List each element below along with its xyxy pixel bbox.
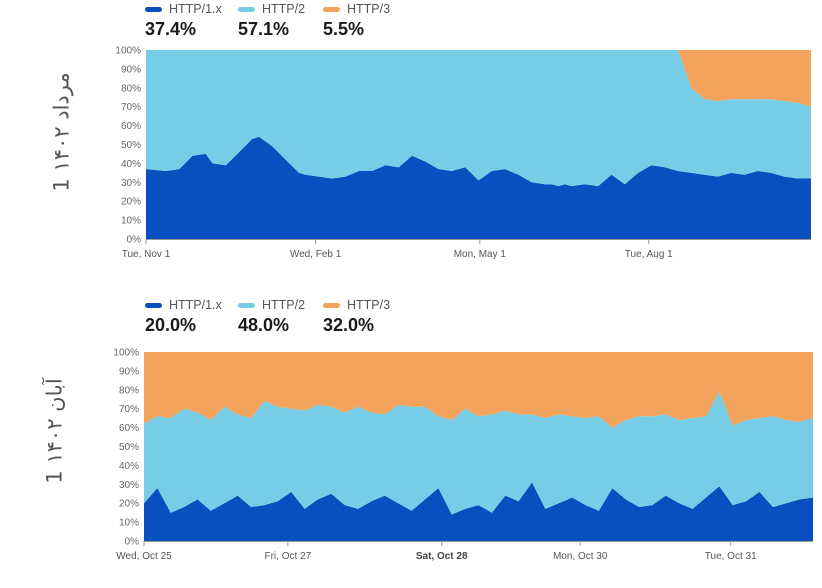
- x-tick-label: Tue, Nov 1: [122, 249, 171, 260]
- x-tick-label: Tue, Aug 1: [625, 249, 673, 260]
- y-tick-label: 80%: [121, 83, 141, 94]
- legend-name: HTTP/1.x: [169, 2, 222, 16]
- plot-area: 100% 90% 80% 70% 60% 50% 40% 30% 20% 10% 0% Wed, Oc…: [113, 348, 813, 562]
- area-http2: [144, 391, 813, 515]
- legend-item-http2[interactable]: HTTP/2 48.0%: [238, 296, 323, 336]
- legend-name: HTTP/2: [262, 298, 306, 312]
- chart-top: HTTP/1.x 37.4% HTTP/2 57.1% HTTP/3 5.5% …: [0, 0, 822, 268]
- x-tick-label: Wed, Oct 25: [116, 551, 172, 562]
- x-tick-label: Sat, Oct 28: [416, 551, 468, 562]
- legend-value: 32.0%: [323, 315, 375, 335]
- area-http1: [146, 136, 811, 239]
- y-tick-label: 20%: [119, 499, 139, 510]
- legend-name: HTTP/1.x: [169, 298, 222, 312]
- y-tick-label: 0%: [125, 537, 140, 548]
- y-tick-label: 30%: [121, 178, 141, 189]
- x-tick-label: Mon, Oct 30: [553, 551, 608, 562]
- legend: HTTP/1.x 20.0% HTTP/2 48.0% HTTP/3 32.0%: [145, 296, 413, 336]
- legend-item-http3[interactable]: HTTP/3 32.0%: [323, 296, 413, 336]
- area-http2: [146, 50, 811, 187]
- swatch-http3: [323, 6, 340, 12]
- chart-bottom: HTTP/1.x 20.0% HTTP/2 48.0% HTTP/3 32.0%…: [0, 296, 822, 588]
- swatch-http1: [145, 302, 162, 308]
- y-tick-label: 70%: [119, 404, 139, 415]
- area-http1: [144, 482, 813, 541]
- swatch-http2: [238, 302, 255, 308]
- y-tick-label: 10%: [121, 216, 141, 227]
- y-tick-label: 40%: [121, 159, 141, 170]
- y-tick-label: 20%: [121, 197, 141, 208]
- x-tick-label: Mon, May 1: [454, 249, 507, 260]
- legend-name: HTTP/3: [347, 2, 391, 16]
- x-tick-label: Tue, Oct 31: [705, 551, 757, 562]
- legend-item-http2[interactable]: HTTP/2 57.1%: [238, 0, 323, 40]
- legend-value: 5.5%: [323, 19, 365, 39]
- legend-value: 37.4%: [145, 19, 197, 39]
- swatch-http1: [145, 6, 162, 12]
- y-tick-label: 90%: [119, 366, 139, 377]
- x-tick-label: Fri, Oct 27: [264, 551, 311, 562]
- legend-value: 57.1%: [238, 19, 290, 39]
- area-http3: [146, 50, 811, 107]
- plot-area: 100% 90% 80% 70% 60% 50% 40% 30% 20% 10% 0% Tue, No…: [115, 46, 811, 260]
- y-tick-label: 30%: [119, 480, 139, 491]
- y-tick-label: 80%: [119, 385, 139, 396]
- legend: HTTP/1.x 37.4% HTTP/2 57.1% HTTP/3 5.5%: [145, 0, 413, 40]
- y-tick-label: 60%: [121, 121, 141, 132]
- y-tick-label: 60%: [119, 423, 139, 434]
- y-tick-label: 50%: [121, 140, 141, 151]
- y-tick-label: 90%: [121, 64, 141, 75]
- area-http3: [144, 352, 813, 428]
- legend-item-http1[interactable]: HTTP/1.x 20.0%: [145, 296, 238, 336]
- y-tick-label: 0%: [127, 235, 142, 246]
- legend-value: 48.0%: [238, 315, 290, 335]
- y-tick-label: 100%: [115, 46, 141, 57]
- y-tick-label: 70%: [121, 102, 141, 113]
- legend-name: HTTP/2: [262, 2, 306, 16]
- swatch-http2: [238, 6, 255, 12]
- y-tick-label: 100%: [113, 348, 139, 359]
- y-tick-label: 50%: [119, 442, 139, 453]
- x-tick-label: Wed, Feb 1: [290, 249, 342, 260]
- legend-item-http1[interactable]: HTTP/1.x 37.4%: [145, 0, 238, 40]
- y-tick-label: 40%: [119, 461, 139, 472]
- legend-name: HTTP/3: [347, 298, 391, 312]
- y-tick-label: 10%: [119, 518, 139, 529]
- swatch-http3: [323, 302, 340, 308]
- legend-value: 20.0%: [145, 315, 197, 335]
- legend-item-http3[interactable]: HTTP/3 5.5%: [323, 0, 413, 40]
